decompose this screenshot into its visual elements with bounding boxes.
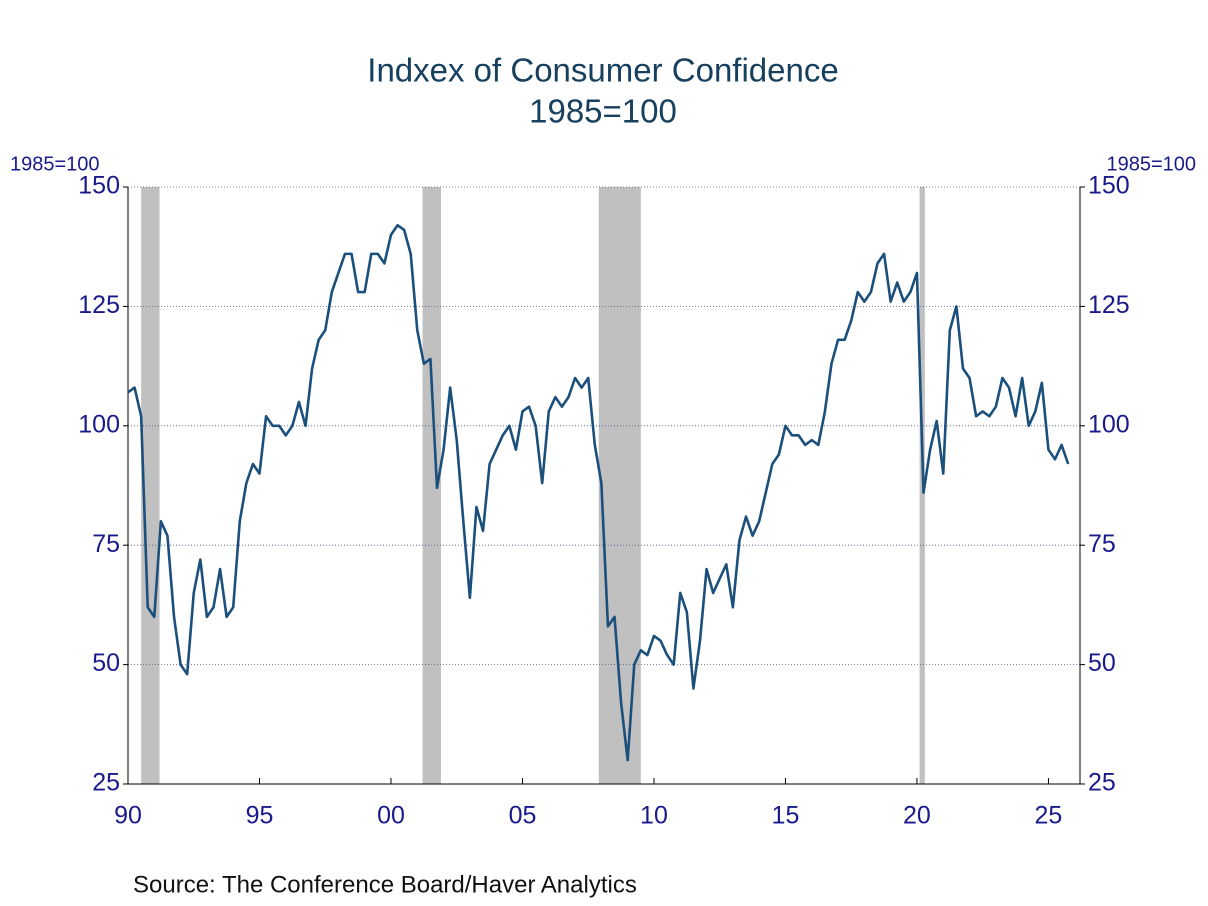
x-tick-label: 00 — [377, 802, 405, 830]
y-tick-label: 150 — [78, 172, 120, 200]
y2-tick-label: 150 — [1088, 172, 1130, 200]
y-tick-label: 75 — [92, 530, 120, 558]
x-tick-label: 25 — [1035, 802, 1063, 830]
y2-tick-label: 50 — [1088, 649, 1116, 677]
y-tick-label: 25 — [92, 769, 120, 797]
y-tick-label: 50 — [92, 649, 120, 677]
x-tick-label: 15 — [772, 802, 800, 830]
data-line — [127, 223, 1070, 762]
x-tick-label: 95 — [246, 802, 274, 830]
recession-band — [141, 187, 160, 784]
y2-tick-label: 125 — [1088, 291, 1130, 319]
y-axis-label: 1985=100 — [10, 153, 100, 175]
x-tick-label: 05 — [509, 802, 537, 830]
y-tick-label: 100 — [78, 410, 120, 438]
y2-tick-label: 75 — [1088, 530, 1116, 558]
chart-title: Indxex of Consumer Confidence — [367, 52, 838, 89]
y2-axis-label: 1985=100 — [1106, 153, 1196, 175]
x-tick-label: 20 — [903, 802, 931, 830]
source-note: Source: The Conference Board/Haver Analy… — [133, 871, 637, 898]
y2-tick-label: 100 — [1088, 410, 1130, 438]
recession-band — [422, 187, 441, 784]
y-tick-label: 125 — [78, 291, 120, 319]
x-tick-label: 90 — [114, 802, 142, 830]
x-tick-label: 10 — [640, 802, 668, 830]
chart-subtitle: 1985=100 — [529, 93, 677, 130]
y2-tick-label: 25 — [1088, 769, 1116, 797]
